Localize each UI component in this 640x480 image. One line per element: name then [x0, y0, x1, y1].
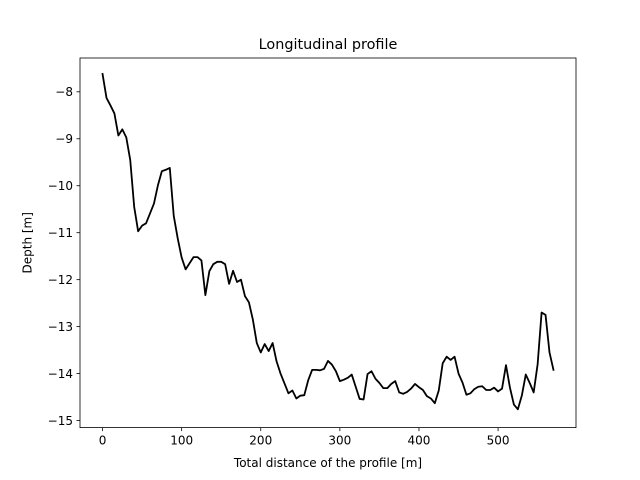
y-axis-label: Depth [m]: [21, 212, 35, 273]
x-tick-label: 200: [249, 434, 272, 448]
y-tick-label: −15: [48, 414, 73, 428]
x-axis-label: Total distance of the profile [m]: [233, 456, 422, 470]
y-tick-label: −12: [48, 273, 73, 287]
y-tick-label: −9: [55, 132, 73, 146]
x-tick-label: 100: [170, 434, 193, 448]
y-tick-label: −8: [55, 85, 73, 99]
axes-frame: [79, 57, 577, 429]
x-tick-label: 400: [408, 434, 431, 448]
plot-area: [101, 72, 555, 411]
chart-title: Longitudinal profile: [259, 37, 398, 53]
x-tick-label: 500: [487, 434, 510, 448]
profile-line: [101, 72, 555, 411]
x-tick-label: 0: [99, 434, 107, 448]
y-axis: −15 −14 −13 −12 −11 −10 −9 −8: [48, 85, 80, 428]
y-tick-label: −10: [48, 179, 73, 193]
x-axis: 0 100 200 300 400 500: [99, 427, 510, 448]
y-tick-label: −11: [48, 226, 73, 240]
y-tick-label: −14: [48, 367, 73, 381]
x-tick-label: 300: [328, 434, 351, 448]
y-tick-label: −13: [48, 320, 73, 334]
